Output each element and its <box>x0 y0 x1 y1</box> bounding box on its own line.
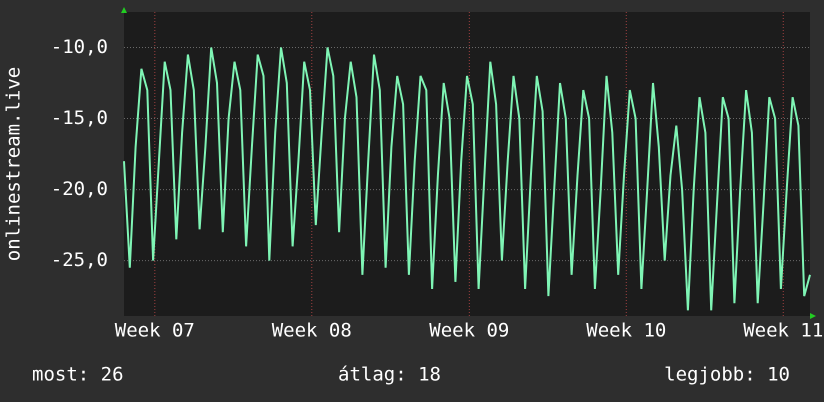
stat-current: most: 26 <box>32 364 124 386</box>
x-tick-label: Week 07 <box>115 320 195 342</box>
axis-arrow <box>121 7 127 13</box>
x-tick-label: Week 10 <box>586 320 666 342</box>
x-tick-label: Week 09 <box>429 320 509 342</box>
y-axis-label: onlinestream.live <box>3 67 25 261</box>
y-tick-label: -10,0 <box>51 36 108 58</box>
y-tick-label: -15,0 <box>51 107 108 129</box>
stat-average: átlag: 18 <box>338 364 441 386</box>
y-tick-label: -25,0 <box>51 249 108 271</box>
data-line <box>123 47 811 311</box>
axis-arrow <box>810 313 816 319</box>
y-tick-label: -20,0 <box>51 178 108 200</box>
stat-best: legjobb: 10 <box>664 364 790 386</box>
x-tick-label: Week 11 <box>743 320 823 342</box>
x-tick-label: Week 08 <box>272 320 352 342</box>
